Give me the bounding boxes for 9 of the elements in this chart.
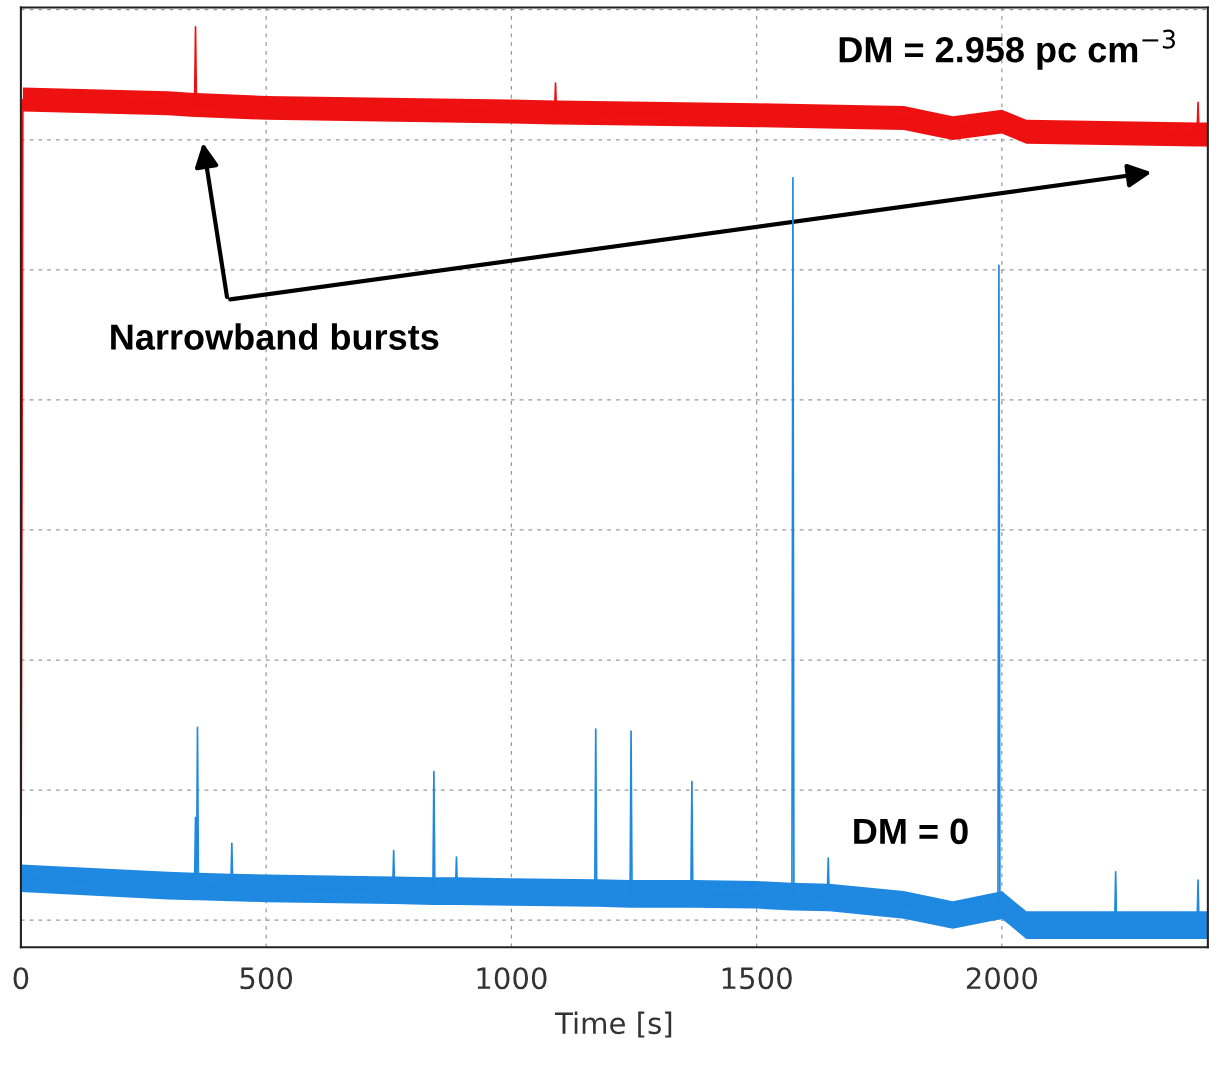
annotation: DM = 2.958 pc cm$^{−3}$ (839, 29, 1175, 70)
x-tick-label: 1000 (477, 967, 547, 990)
annotation: DM = 0 (854, 818, 968, 845)
annotation: Narrowband bursts (111, 323, 439, 350)
x-tick-label: 500 (240, 967, 293, 990)
x-tick-label: 1500 (722, 967, 792, 990)
x-axis-title: Time [s] (555, 1011, 672, 1038)
x-tick-label: 2000 (966, 967, 1038, 990)
x-tick-label: 0 (13, 967, 29, 990)
